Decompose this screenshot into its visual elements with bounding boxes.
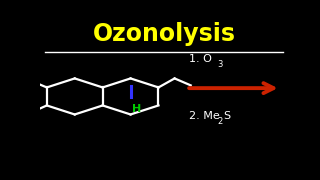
Text: 2. Me: 2. Me — [189, 111, 220, 121]
Text: 1. O: 1. O — [189, 54, 212, 64]
Text: 3: 3 — [217, 60, 223, 69]
Text: Ozonolysis: Ozonolysis — [92, 22, 236, 46]
Text: 2: 2 — [217, 117, 223, 126]
Text: S: S — [223, 111, 230, 121]
Text: H: H — [132, 104, 141, 114]
